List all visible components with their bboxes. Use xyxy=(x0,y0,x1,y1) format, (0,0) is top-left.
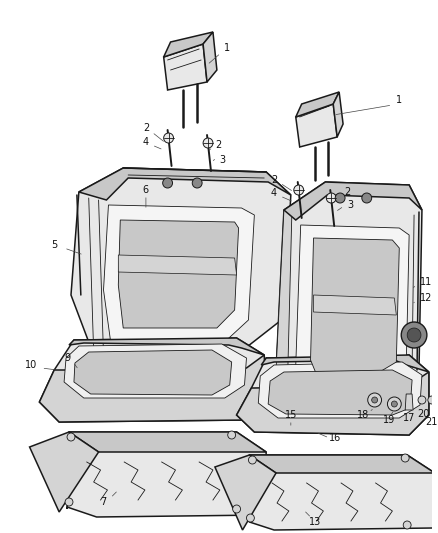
Polygon shape xyxy=(258,362,422,418)
Polygon shape xyxy=(67,432,266,517)
Polygon shape xyxy=(237,372,429,435)
Text: 17: 17 xyxy=(403,413,415,423)
Polygon shape xyxy=(74,350,232,395)
Circle shape xyxy=(65,498,73,506)
Text: 15: 15 xyxy=(285,410,297,420)
Circle shape xyxy=(407,328,421,342)
Polygon shape xyxy=(314,295,396,315)
Polygon shape xyxy=(69,432,266,452)
Circle shape xyxy=(403,521,411,529)
Circle shape xyxy=(67,433,75,441)
Text: 2: 2 xyxy=(271,175,277,185)
Text: 13: 13 xyxy=(309,517,321,527)
Circle shape xyxy=(392,401,397,407)
Polygon shape xyxy=(164,44,207,90)
Circle shape xyxy=(247,514,254,522)
Polygon shape xyxy=(118,255,237,275)
Polygon shape xyxy=(79,168,291,200)
Polygon shape xyxy=(215,455,276,530)
Text: 18: 18 xyxy=(357,410,369,420)
Text: 16: 16 xyxy=(329,433,341,443)
Polygon shape xyxy=(164,32,213,57)
Circle shape xyxy=(362,193,372,203)
Text: 21: 21 xyxy=(426,417,438,427)
Polygon shape xyxy=(296,104,337,147)
Polygon shape xyxy=(268,370,412,415)
Text: 4: 4 xyxy=(271,188,277,198)
Circle shape xyxy=(372,397,378,403)
Polygon shape xyxy=(118,220,239,328)
Polygon shape xyxy=(249,455,435,473)
Circle shape xyxy=(233,505,240,513)
Text: 19: 19 xyxy=(383,415,396,425)
Polygon shape xyxy=(276,210,292,370)
Text: 11: 11 xyxy=(420,277,432,287)
Polygon shape xyxy=(296,225,409,380)
Circle shape xyxy=(401,454,409,462)
Polygon shape xyxy=(30,432,99,512)
Polygon shape xyxy=(261,355,429,372)
Circle shape xyxy=(192,178,202,188)
Circle shape xyxy=(418,396,426,404)
Text: 9: 9 xyxy=(64,353,70,363)
Circle shape xyxy=(164,133,173,143)
Polygon shape xyxy=(249,455,435,530)
Text: 4: 4 xyxy=(143,137,149,147)
Polygon shape xyxy=(69,338,264,355)
Circle shape xyxy=(388,397,401,411)
Text: 6: 6 xyxy=(143,185,149,195)
Polygon shape xyxy=(237,355,429,435)
Text: 2: 2 xyxy=(143,123,149,133)
Circle shape xyxy=(203,138,213,148)
Polygon shape xyxy=(39,355,266,422)
Circle shape xyxy=(294,185,304,195)
Text: 2: 2 xyxy=(216,140,222,150)
Polygon shape xyxy=(333,92,343,137)
Polygon shape xyxy=(405,394,413,410)
Polygon shape xyxy=(64,344,247,398)
Polygon shape xyxy=(296,92,339,117)
Circle shape xyxy=(162,178,173,188)
Text: 10: 10 xyxy=(25,360,38,370)
Circle shape xyxy=(335,193,345,203)
Circle shape xyxy=(401,322,427,348)
Polygon shape xyxy=(39,338,266,422)
Text: 3: 3 xyxy=(220,155,226,165)
Circle shape xyxy=(248,456,256,464)
Text: 1: 1 xyxy=(224,43,230,53)
Polygon shape xyxy=(103,205,254,340)
Text: 1: 1 xyxy=(396,95,403,105)
Polygon shape xyxy=(284,182,422,220)
Circle shape xyxy=(228,431,236,439)
Text: 3: 3 xyxy=(347,200,353,210)
Circle shape xyxy=(368,393,381,407)
Text: 20: 20 xyxy=(418,409,430,419)
Polygon shape xyxy=(203,32,217,82)
Text: 2: 2 xyxy=(344,187,350,197)
Polygon shape xyxy=(276,182,422,385)
Circle shape xyxy=(428,396,436,404)
Circle shape xyxy=(326,193,336,203)
Text: 5: 5 xyxy=(51,240,57,250)
Polygon shape xyxy=(71,168,291,355)
Text: 7: 7 xyxy=(100,497,106,507)
Polygon shape xyxy=(311,238,399,372)
Text: 12: 12 xyxy=(420,293,432,303)
